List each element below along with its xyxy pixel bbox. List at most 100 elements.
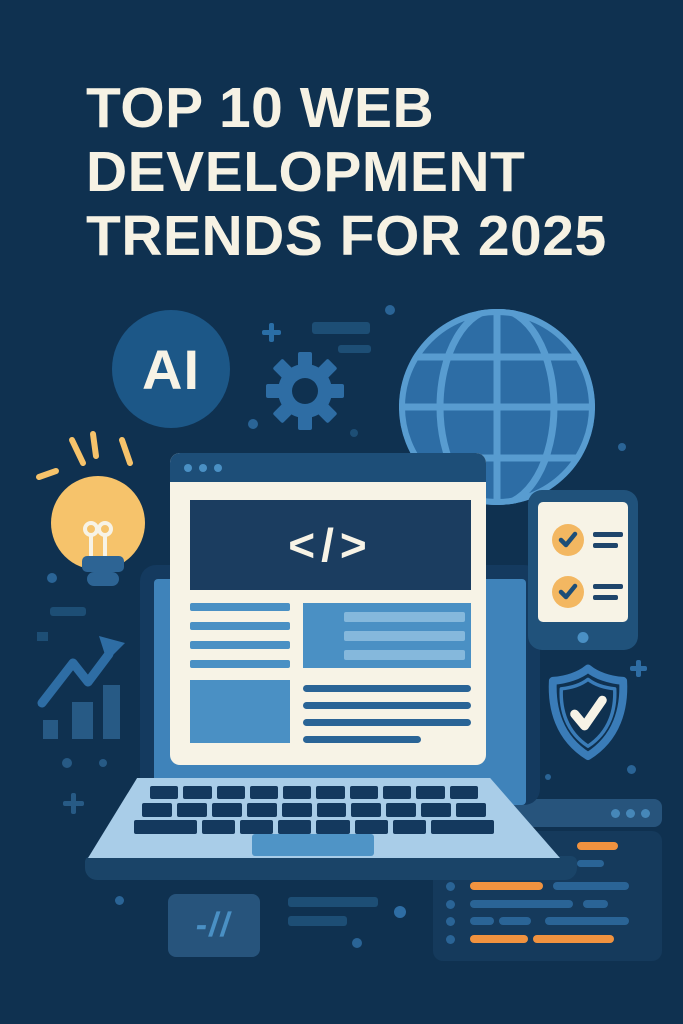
plus-icon <box>630 660 647 677</box>
key <box>386 803 417 817</box>
shield-check-icon <box>548 664 628 761</box>
checklist-item-lines <box>593 532 623 548</box>
tablet-home-button <box>577 632 589 643</box>
title-line-3: TRENDS FOR 2025 <box>86 204 607 268</box>
gear-icon <box>266 352 344 430</box>
code-line <box>553 882 629 890</box>
code-line <box>499 917 531 925</box>
card-block-skeleton <box>303 603 471 668</box>
bullet-dot <box>446 882 455 891</box>
text-line-skeleton <box>303 736 421 743</box>
window-dot-icon <box>199 463 207 472</box>
code-line <box>545 917 629 925</box>
text-line-skeleton <box>190 603 290 611</box>
text-line-skeleton <box>303 685 471 692</box>
window-dot-icon <box>184 463 192 472</box>
decor-dot <box>47 573 57 583</box>
key <box>249 786 279 799</box>
decor-text-bar <box>312 322 370 334</box>
bullet-dot <box>446 900 455 909</box>
decor-dot <box>248 419 258 429</box>
decor-dot <box>618 443 626 451</box>
key <box>351 803 382 817</box>
decor-dot <box>627 765 636 774</box>
lightbulb-icon <box>36 431 145 586</box>
text-line-skeleton <box>344 631 465 641</box>
check-circle-icon <box>552 524 584 556</box>
key <box>240 820 274 834</box>
browser-titlebar <box>170 453 486 482</box>
code-line <box>470 900 573 908</box>
key <box>456 803 487 817</box>
bullet-dot <box>446 917 455 926</box>
key <box>354 820 388 834</box>
window-dot-icon <box>611 808 620 818</box>
keyboard-row <box>142 803 487 817</box>
checklist-item <box>538 524 628 556</box>
check-circle-icon <box>552 576 584 608</box>
key <box>449 786 478 799</box>
content-column-right <box>303 603 471 753</box>
page-title: TOP 10 WEB DEVELOPMENT TRENDS FOR 2025 <box>86 76 646 268</box>
key <box>421 803 452 817</box>
growth-chart-icon <box>37 636 125 739</box>
page-content-skeleton <box>190 603 471 753</box>
checklist-tablet <box>528 490 638 650</box>
key <box>211 803 242 817</box>
key <box>246 803 277 817</box>
key <box>142 803 172 817</box>
title-line-2: DEVELOPMENT <box>86 140 526 204</box>
laptop-keyboard-deck <box>88 778 560 858</box>
text-line-skeleton <box>303 719 471 726</box>
key <box>283 786 312 799</box>
key <box>430 820 494 834</box>
text-line-skeleton <box>303 702 471 709</box>
code-comment-glyph: -// <box>193 906 235 944</box>
decor-dot <box>350 429 358 437</box>
text-line-skeleton <box>190 660 290 668</box>
browser-body: </> <box>170 482 486 753</box>
decor-dot <box>385 305 395 315</box>
laptop-trackpad <box>252 834 374 856</box>
text-line-skeleton <box>344 650 465 660</box>
decor-dot <box>99 759 107 767</box>
window-dot-icon <box>626 808 635 818</box>
code-tag-icon: </> <box>288 519 373 571</box>
decor-dot <box>115 896 124 905</box>
key <box>349 786 379 799</box>
ai-badge: AI <box>112 310 230 428</box>
decor-dot <box>545 774 551 780</box>
code-line <box>577 842 618 850</box>
code-line <box>470 882 543 890</box>
key <box>392 820 426 834</box>
key <box>216 786 245 799</box>
decor-square <box>37 632 48 641</box>
key <box>281 803 312 817</box>
decor-dot <box>62 758 72 768</box>
content-column-left <box>190 603 290 753</box>
text-line-skeleton <box>190 622 290 630</box>
code-line <box>583 900 608 908</box>
ai-badge-label: AI <box>142 337 200 401</box>
key <box>134 820 198 834</box>
laptop-base <box>85 856 577 880</box>
image-block-skeleton <box>190 680 290 743</box>
browser-window: </> <box>170 453 486 765</box>
window-dot-icon <box>641 808 650 818</box>
bullet-dot <box>446 935 455 944</box>
keyboard-row <box>134 820 494 834</box>
key <box>202 820 236 834</box>
key <box>150 786 179 799</box>
decor-dot <box>352 938 362 948</box>
checklist-item-lines <box>593 584 623 600</box>
key <box>316 803 347 817</box>
title-line-1: TOP 10 WEB <box>86 76 435 140</box>
checklist-item <box>538 576 628 608</box>
code-line <box>577 860 604 867</box>
code-line <box>470 917 494 925</box>
plus-icon <box>262 323 281 342</box>
key <box>278 820 312 834</box>
text-line-skeleton <box>344 612 465 622</box>
tablet-screen <box>538 502 628 622</box>
code-line <box>533 935 614 943</box>
